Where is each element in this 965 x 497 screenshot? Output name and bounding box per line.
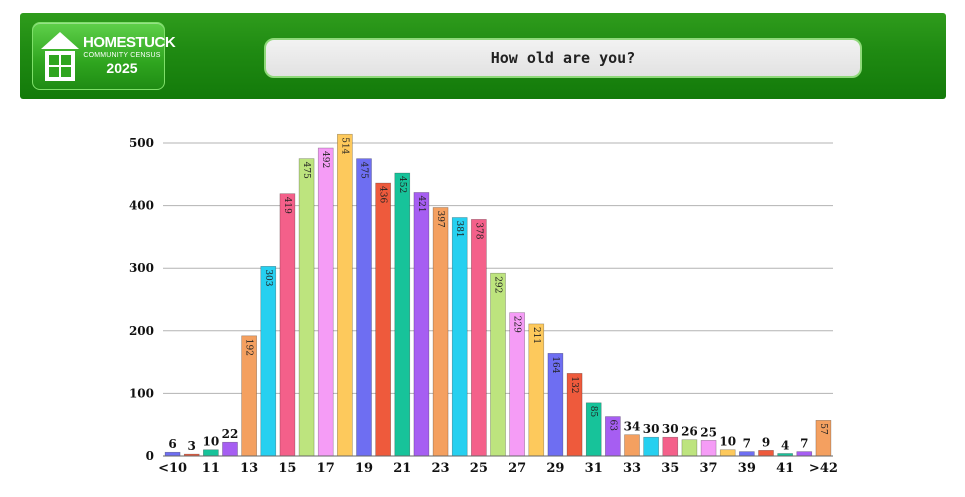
bar	[413, 192, 430, 457]
bar-value-label: 57	[818, 423, 828, 435]
bar-value-label: 10	[719, 435, 736, 449]
bar-value-label: 30	[643, 422, 660, 436]
y-tick-label: 100	[129, 386, 154, 400]
bar	[758, 450, 774, 457]
bar-value-label: 421	[416, 195, 426, 212]
house-icon	[41, 32, 79, 81]
bar-value-label: 378	[473, 222, 483, 239]
bar-value-label: 4	[781, 438, 789, 452]
bar-value-label: 292	[493, 276, 503, 293]
bar-value-label: 26	[681, 425, 698, 439]
bar	[432, 207, 449, 457]
x-tick-label: 39	[738, 461, 756, 476]
question-title: How old are you?	[264, 38, 862, 78]
x-tick-label: 13	[240, 461, 258, 476]
y-tick-label: 300	[129, 261, 154, 275]
bar-value-label: 30	[662, 422, 679, 436]
bar	[662, 436, 679, 457]
bar	[375, 182, 391, 457]
bar-value-label: 164	[550, 356, 560, 373]
bar	[222, 441, 238, 457]
bar	[796, 451, 813, 457]
x-tick-label: >42	[809, 461, 838, 476]
x-tick-label: 25	[470, 461, 488, 476]
bar-value-label: 3	[188, 439, 196, 453]
bar	[471, 219, 487, 457]
bar-value-label: 63	[607, 420, 617, 432]
x-tick-label: 17	[317, 461, 335, 476]
bar	[337, 133, 353, 457]
bar-value-label: 85	[588, 406, 598, 418]
bar-value-label: 9	[762, 435, 770, 449]
x-tick-label: 29	[546, 461, 564, 476]
bar-value-label: 22	[222, 427, 239, 441]
bar	[739, 451, 755, 457]
x-tick-label: 33	[623, 461, 641, 476]
bar	[394, 172, 411, 457]
bar	[279, 193, 296, 457]
y-tick-label: 500	[129, 136, 154, 150]
bar	[681, 439, 698, 457]
bar-value-label: 7	[800, 437, 808, 451]
logo-text: HOMESTUCK COMMUNITY CENSUS 2025	[83, 34, 176, 77]
logo-title: HOMESTUCK	[83, 34, 176, 51]
x-tick-label: 41	[776, 461, 794, 476]
x-tick-label: 37	[700, 461, 718, 476]
bar	[700, 440, 717, 457]
bar-value-label: 452	[397, 176, 407, 193]
x-tick-label: 11	[202, 461, 220, 476]
bar	[260, 266, 277, 457]
x-tick-label: 21	[393, 461, 411, 476]
bar-value-label: 7	[743, 437, 751, 451]
bar-value-label: 34	[624, 420, 641, 434]
bar	[203, 449, 219, 457]
bar	[164, 451, 181, 457]
bar-value-label: 475	[301, 162, 311, 179]
bar-value-label: 192	[244, 339, 254, 356]
bar-value-label: 10	[203, 435, 220, 449]
x-tick-label: <10	[158, 461, 187, 476]
bar-value-label: 381	[454, 220, 464, 237]
bar	[490, 272, 506, 457]
bar	[356, 158, 372, 457]
bar-value-label: 475	[359, 162, 369, 179]
bar-value-label: 229	[512, 316, 522, 333]
y-tick-label: 0	[146, 449, 154, 463]
bar-value-label: 397	[435, 210, 445, 227]
x-tick-label: 31	[585, 461, 603, 476]
bar	[317, 147, 334, 457]
bar	[624, 434, 640, 457]
x-tick-label: 19	[355, 461, 373, 476]
logo-year: 2025	[106, 60, 138, 76]
bar-value-label: 419	[282, 197, 292, 214]
y-tick-label: 400	[129, 199, 154, 213]
bar-value-label: 492	[320, 151, 330, 168]
census-logo[interactable]: HOMESTUCK COMMUNITY CENSUS 2025	[32, 22, 176, 90]
census-header: HOMESTUCK COMMUNITY CENSUS 2025 How old …	[20, 13, 946, 99]
x-tick-label: 23	[432, 461, 450, 476]
bar-value-label: 211	[531, 327, 541, 344]
x-tick-label: 35	[661, 461, 679, 476]
bar-value-label: 436	[378, 186, 388, 203]
logo-subtitle: COMMUNITY CENSUS	[83, 52, 161, 59]
bar-value-label: 514	[339, 137, 349, 154]
bar-value-label: 303	[263, 269, 273, 286]
x-tick-label: 27	[508, 461, 526, 476]
bar	[719, 449, 736, 457]
bar-value-label: 132	[569, 376, 579, 393]
y-tick-label: 200	[129, 324, 154, 338]
bar	[509, 312, 525, 457]
bar	[451, 217, 468, 457]
bar-value-label: 25	[700, 425, 717, 439]
bar	[298, 158, 315, 457]
bar	[643, 436, 659, 457]
bar-value-label: 6	[168, 437, 176, 451]
x-tick-label: 15	[278, 461, 296, 476]
